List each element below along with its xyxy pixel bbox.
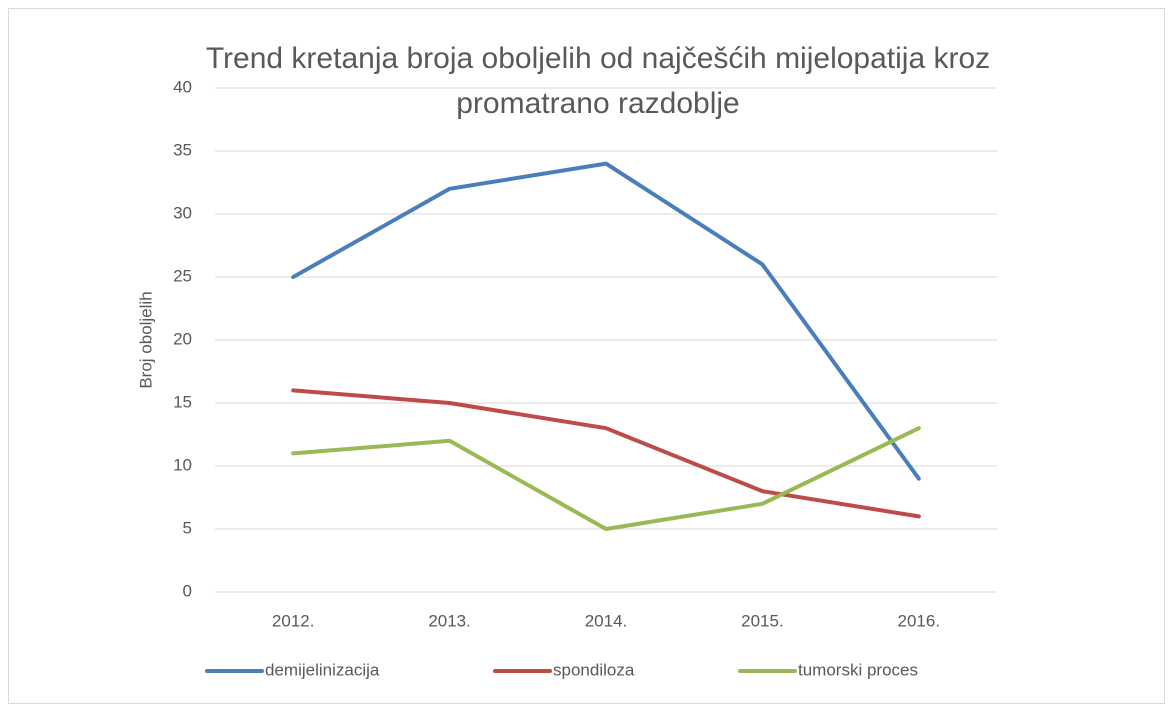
series-line (291, 161, 921, 481)
y-axis-label: Broj oboljelih (136, 291, 155, 388)
series-line (291, 426, 921, 531)
x-tick-label: 2015. (741, 611, 784, 630)
x-tick-label: 2013. (428, 611, 471, 630)
y-tick-label: 40 (173, 77, 192, 96)
y-tick-label: 15 (173, 392, 192, 411)
x-tick-label: 2012. (272, 611, 315, 630)
x-tick-label: 2016. (898, 611, 941, 630)
legend-label: tumorski proces (798, 660, 918, 679)
y-tick-label: 0 (183, 581, 192, 600)
y-tick-label: 20 (173, 329, 192, 348)
y-tick-label: 25 (173, 266, 192, 285)
legend-label: demijelinizacija (265, 660, 380, 679)
chart-title: Trend kretanja broja oboljelih od najčeš… (205, 42, 991, 120)
y-tick-label: 30 (173, 203, 192, 222)
y-tick-label: 35 (173, 140, 192, 159)
chart-frame (8, 8, 1165, 704)
x-tick-label: 2014. (585, 611, 628, 630)
y-tick-label: 10 (173, 455, 192, 474)
legend-label: spondiloza (553, 660, 635, 679)
series-line (291, 388, 921, 519)
y-tick-label: 5 (183, 518, 192, 537)
